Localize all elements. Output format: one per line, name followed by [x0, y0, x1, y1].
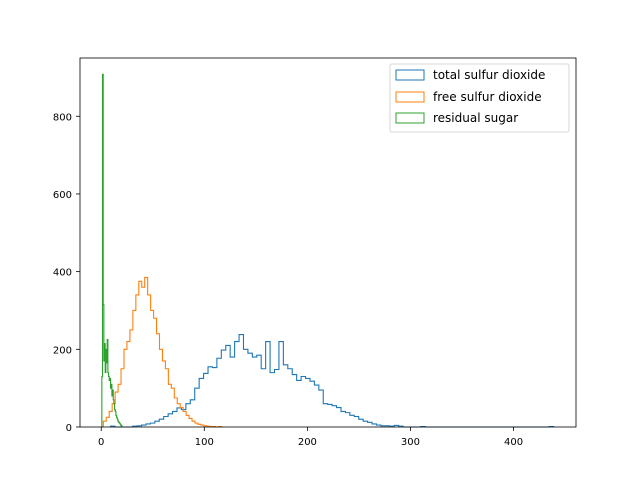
- legend: total sulfur dioxide free sulfur dioxide…: [390, 64, 569, 132]
- legend-label-total-sulfur-dioxide: total sulfur dioxide: [433, 68, 545, 82]
- legend-label-residual-sugar: residual sugar: [433, 111, 518, 125]
- y-tick-label: 400: [53, 268, 72, 279]
- x-tick-label: 0: [98, 437, 104, 448]
- y-tick-label: 800: [53, 112, 72, 123]
- legend-label-free-sulfur-dioxide: free sulfur dioxide: [433, 90, 542, 104]
- x-tick-label: 300: [401, 437, 420, 448]
- x-tick-label: 400: [504, 437, 523, 448]
- x-tick-label: 200: [298, 437, 317, 448]
- x-tick-label: 100: [195, 437, 214, 448]
- y-tick-label: 600: [53, 190, 72, 201]
- y-tick-label: 0: [66, 423, 72, 434]
- y-tick-label: 200: [53, 345, 72, 356]
